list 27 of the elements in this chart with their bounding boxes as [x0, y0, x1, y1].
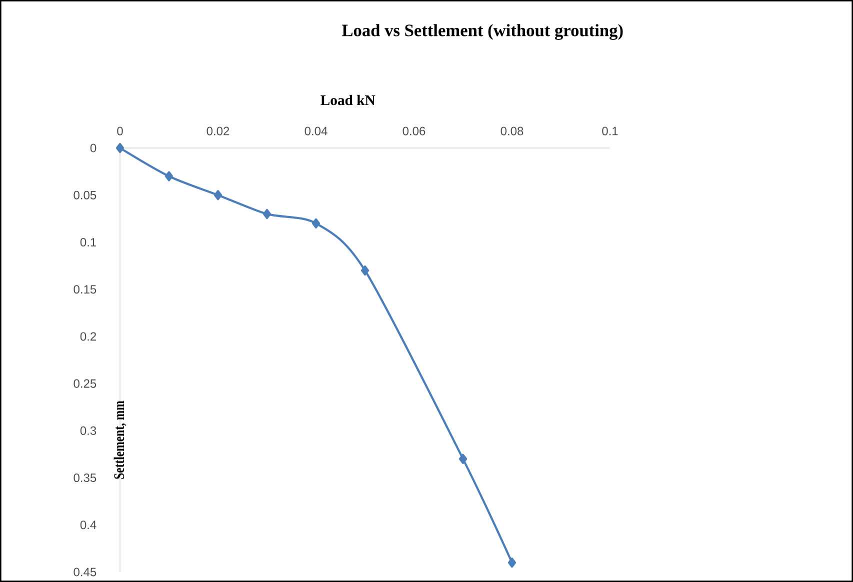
y-tick-label: 0.25	[74, 379, 96, 388]
point	[262, 208, 272, 220]
chart-title: Load vs Settlement (without grouting)	[342, 24, 623, 40]
y-axis-title: Settlement, mm	[114, 400, 126, 479]
x-tick-label: 0.06	[402, 126, 426, 136]
y-tick-label: 0.4	[80, 520, 96, 530]
point	[360, 265, 370, 276]
x-axis-title: Load kN	[320, 94, 376, 106]
y-tick-label: 0.2	[80, 332, 96, 341]
point	[164, 171, 174, 182]
y-tick-label: 0	[90, 144, 96, 152]
x-tick-label: 0.1	[602, 126, 618, 136]
point	[508, 558, 516, 568]
y-tick-label: 0.3	[80, 426, 96, 435]
y-tick-label: 0.05	[74, 190, 96, 200]
x-tick-label: 0	[117, 126, 123, 136]
x-tick-label: 0.04	[304, 126, 328, 136]
point	[312, 218, 320, 228]
y-tick-label: 0.15	[74, 285, 96, 294]
point	[214, 190, 222, 200]
y-tick-label: 0.1	[80, 238, 96, 246]
x-tick-label: 0.02	[206, 126, 230, 136]
x-tick-label: 0.08	[500, 126, 524, 136]
point	[458, 454, 468, 464]
point	[116, 142, 124, 154]
y-tick-label: 0.45	[74, 568, 96, 576]
y-tick-label: 0.35	[74, 474, 96, 482]
